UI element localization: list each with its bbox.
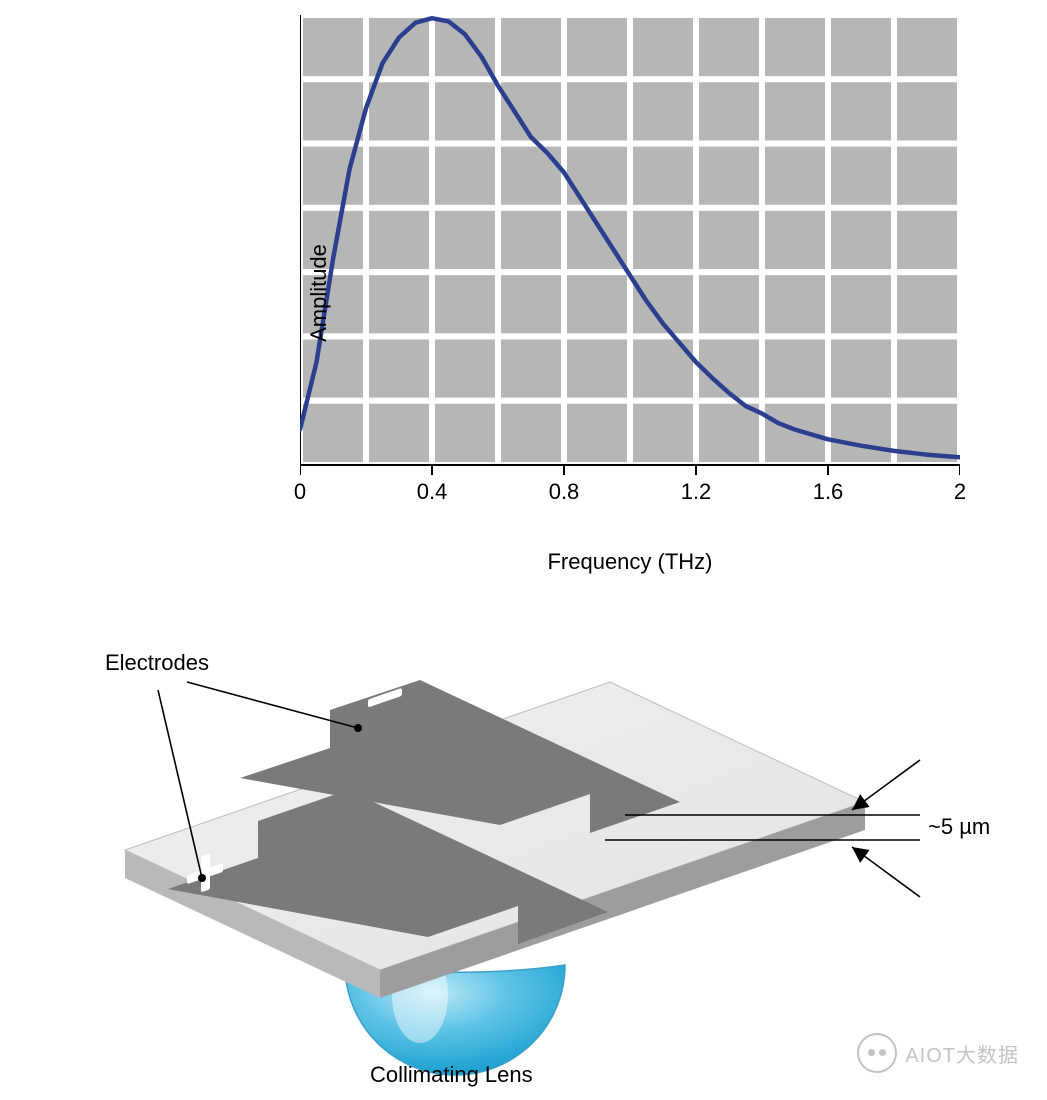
- lens-label: Collimating Lens: [370, 1062, 533, 1088]
- chart-x-tick: 1.2: [676, 479, 716, 505]
- chart-x-tick: 1.6: [808, 479, 848, 505]
- chart-x-axis-label: Frequency (THz): [300, 549, 960, 575]
- chart-y-axis-label: Amplitude: [306, 244, 332, 342]
- wechat-icon: [857, 1033, 897, 1073]
- electrodes-label: Electrodes: [105, 650, 209, 676]
- chart-x-tick: 2: [940, 479, 980, 505]
- chart-x-tick: 0.4: [412, 479, 452, 505]
- watermark-text: AIOT大数据: [905, 1039, 1019, 1068]
- watermark: AIOT大数据: [857, 1033, 1019, 1073]
- chart-x-tick: 0.8: [544, 479, 584, 505]
- chart-x-tick: 0: [280, 479, 320, 505]
- gap-label: ~5 µm: [928, 814, 990, 840]
- page-root: Amplitude 0 0.4 0.8 1.2 1.6 2 Frequency (THz): [0, 0, 1047, 1093]
- amplitude-frequency-chart: Amplitude 00.40.81.21.62 Frequency (THz): [300, 15, 1005, 570]
- diagram-svg: [50, 620, 1010, 1095]
- terahertz-emitter-diagram: Electrodes ~5 µm Collimating Lens: [50, 620, 1010, 1095]
- chart-plot-area: [300, 15, 960, 485]
